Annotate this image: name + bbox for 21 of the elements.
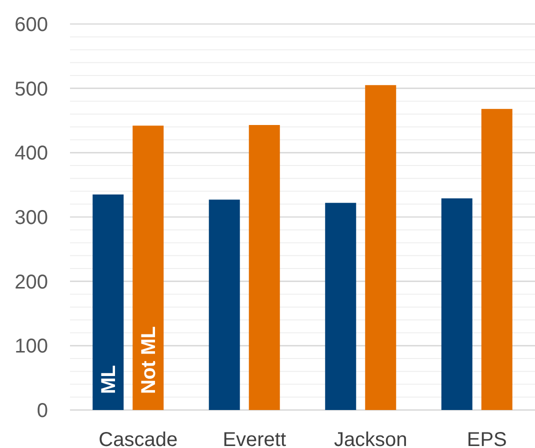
y-tick-label: 200 — [14, 271, 48, 294]
bar — [365, 85, 396, 410]
x-tick-label: EPS — [466, 429, 507, 448]
bar — [92, 194, 124, 410]
series-label: Not ML — [138, 326, 160, 394]
y-tick-label: 0 — [36, 400, 48, 422]
bar — [248, 125, 280, 410]
bar — [441, 198, 472, 410]
x-tick-label: Jackson — [334, 429, 408, 448]
y-tick-label: 300 — [14, 207, 48, 229]
x-tick-label: Cascade — [98, 429, 178, 448]
y-tick-label: 400 — [14, 142, 48, 165]
x-tick-label: Everett — [222, 429, 286, 448]
y-tick-label: 600 — [14, 14, 48, 36]
bar — [208, 200, 240, 410]
bar — [325, 202, 356, 410]
bar — [481, 108, 512, 410]
y-tick-label: 100 — [14, 336, 48, 358]
series-label: ML — [98, 365, 120, 394]
bar — [132, 126, 164, 410]
y-tick-label: 500 — [14, 78, 48, 100]
